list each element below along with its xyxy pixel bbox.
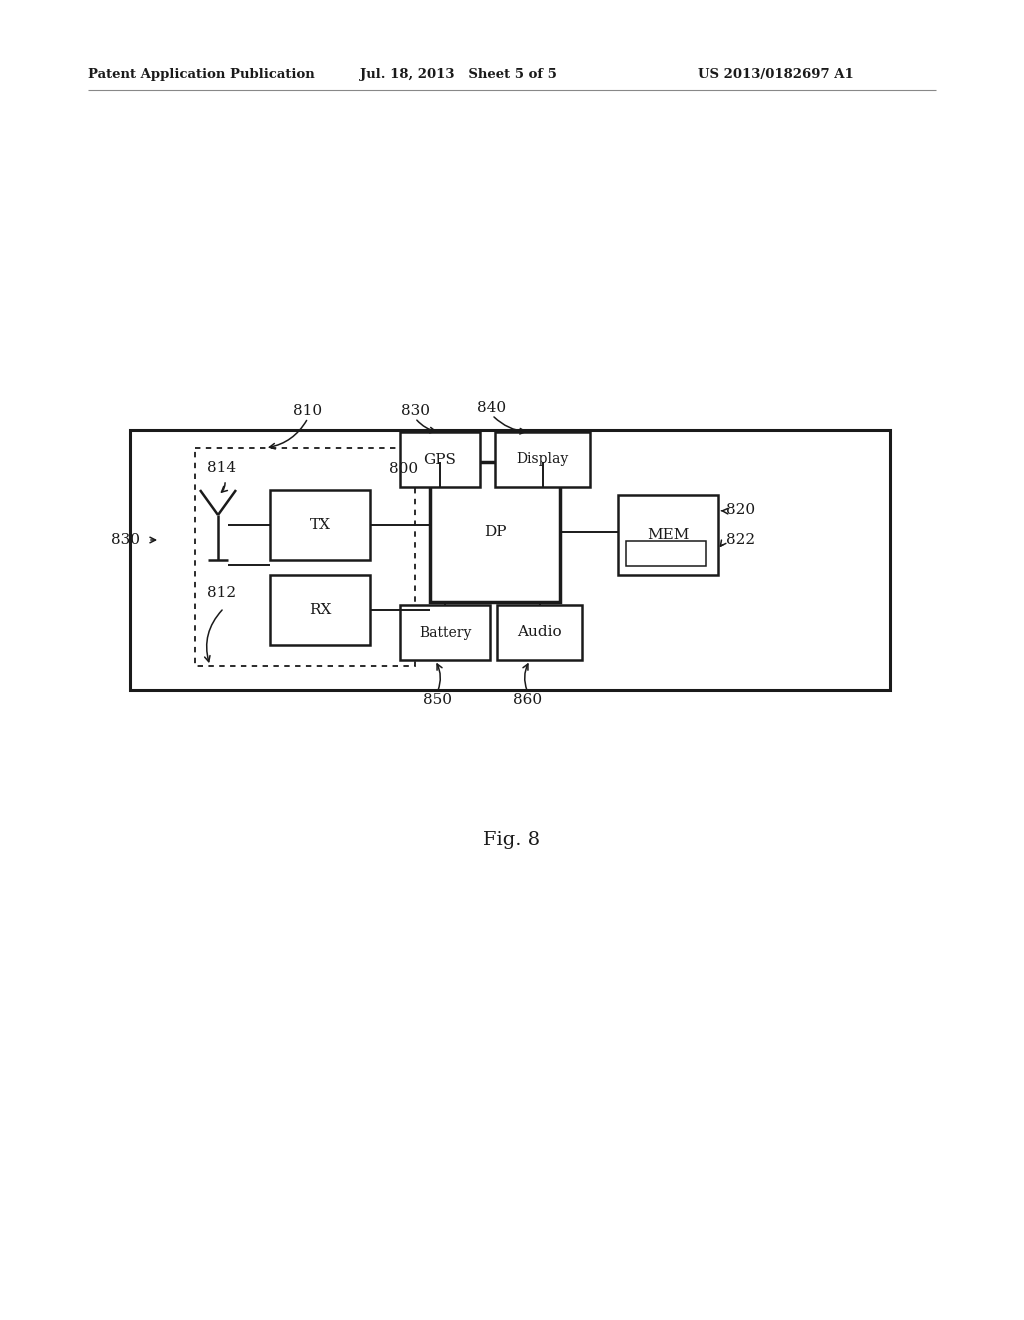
Bar (400, 605, 490, 660)
Text: 850: 850 (423, 693, 452, 708)
Bar (618, 495, 718, 576)
Text: Battery: Battery (419, 626, 471, 639)
Text: 840: 840 (477, 401, 507, 414)
Text: US 2013/0182697 A1: US 2013/0182697 A1 (698, 69, 854, 81)
Text: 822: 822 (726, 533, 755, 546)
Text: TX: TX (309, 517, 331, 532)
Text: 860: 860 (513, 693, 543, 708)
Bar (195, 447, 415, 667)
Text: Jul. 18, 2013   Sheet 5 of 5: Jul. 18, 2013 Sheet 5 of 5 (360, 69, 557, 81)
Bar (430, 462, 560, 602)
Bar (626, 541, 706, 566)
Text: 800: 800 (389, 462, 418, 477)
Text: 830: 830 (112, 533, 140, 546)
Text: MEM: MEM (647, 528, 689, 543)
Text: 812: 812 (207, 586, 237, 601)
Bar (497, 605, 582, 660)
Text: Audio: Audio (517, 626, 562, 639)
Text: RX: RX (309, 603, 331, 616)
Text: 814: 814 (207, 461, 237, 475)
Text: 820: 820 (726, 503, 755, 517)
Text: GPS: GPS (424, 453, 457, 466)
Bar (400, 432, 480, 487)
Text: Patent Application Publication: Patent Application Publication (88, 69, 314, 81)
Bar (495, 432, 590, 487)
Bar (270, 576, 370, 645)
Text: 830: 830 (400, 404, 429, 418)
Bar (270, 490, 370, 560)
Text: Display: Display (516, 453, 568, 466)
Bar (130, 430, 890, 690)
Text: DP: DP (483, 525, 506, 539)
Text: 810: 810 (294, 404, 323, 418)
Text: Fig. 8: Fig. 8 (483, 832, 541, 849)
